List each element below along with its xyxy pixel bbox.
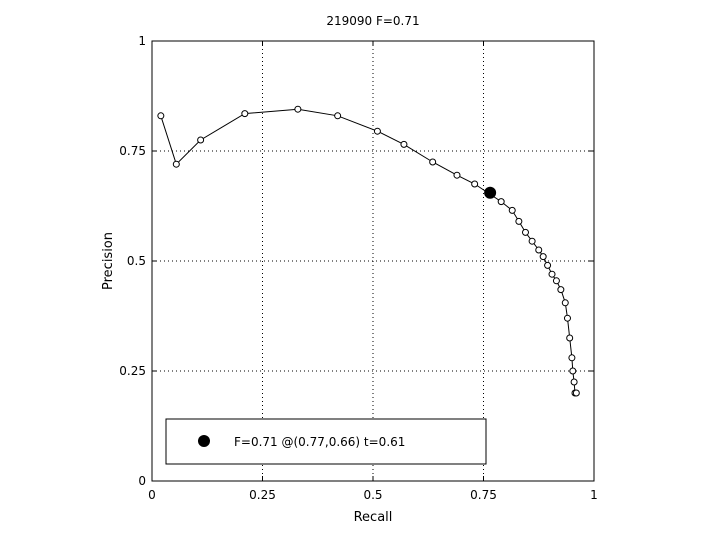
- y-tick-labels: 0 0.25 0.5 0.75 1: [119, 34, 146, 488]
- data-point: [294, 105, 302, 113]
- x-tick-labels: 0 0.25 0.5 0.75 1: [148, 488, 598, 502]
- data-point: [566, 334, 574, 342]
- data-point: [561, 299, 569, 307]
- data-point: [552, 277, 560, 285]
- legend-label: F=0.71 @(0.77,0.66) t=0.61: [234, 435, 405, 449]
- x-tick-label: 1: [590, 488, 598, 502]
- data-point: [572, 389, 580, 397]
- x-tick-label: 0.75: [470, 488, 497, 502]
- data-point: [197, 136, 205, 144]
- chart-title: 219090 F=0.71: [326, 14, 419, 28]
- x-tick-label: 0: [148, 488, 156, 502]
- data-point: [557, 286, 565, 294]
- data-point: [429, 158, 437, 166]
- y-axis-label: Precision: [101, 232, 116, 290]
- data-point: [521, 228, 529, 236]
- data-point: [515, 217, 523, 225]
- y-tick-label: 0.5: [127, 254, 146, 268]
- y-tick-label: 0.75: [119, 144, 146, 158]
- data-point: [544, 261, 552, 269]
- legend: F=0.71 @(0.77,0.66) t=0.61: [165, 418, 487, 465]
- data-point: [539, 253, 547, 261]
- data-point: [453, 171, 461, 179]
- data-point: [172, 160, 180, 168]
- data-point: [497, 198, 505, 206]
- grid-lines: [152, 41, 594, 481]
- data-point: [508, 206, 516, 214]
- data-point: [569, 367, 577, 375]
- x-tick-label: 0.5: [363, 488, 382, 502]
- x-axis-label: Recall: [354, 510, 393, 525]
- x-tick-label: 0.25: [249, 488, 276, 502]
- data-point: [157, 112, 165, 120]
- legend-box: [165, 418, 487, 465]
- legend-marker: [198, 435, 210, 447]
- data-point: [570, 378, 578, 386]
- data-point: [563, 314, 571, 322]
- data-point: [471, 180, 479, 188]
- data-point: [241, 110, 249, 118]
- data-point: [548, 270, 556, 278]
- data-point: [528, 237, 536, 245]
- data-point: [400, 140, 408, 148]
- series-layer: [157, 105, 580, 397]
- y-tick-label: 1: [138, 34, 146, 48]
- y-tick-label: 0: [138, 474, 146, 488]
- data-point: [373, 127, 381, 135]
- data-point: [568, 354, 576, 362]
- axis-ticks: [151, 40, 595, 482]
- data-point: [535, 246, 543, 254]
- highlight-layer: [484, 186, 497, 199]
- best-f-point: [484, 186, 497, 199]
- y-tick-label: 0.25: [119, 364, 146, 378]
- data-point: [334, 112, 342, 120]
